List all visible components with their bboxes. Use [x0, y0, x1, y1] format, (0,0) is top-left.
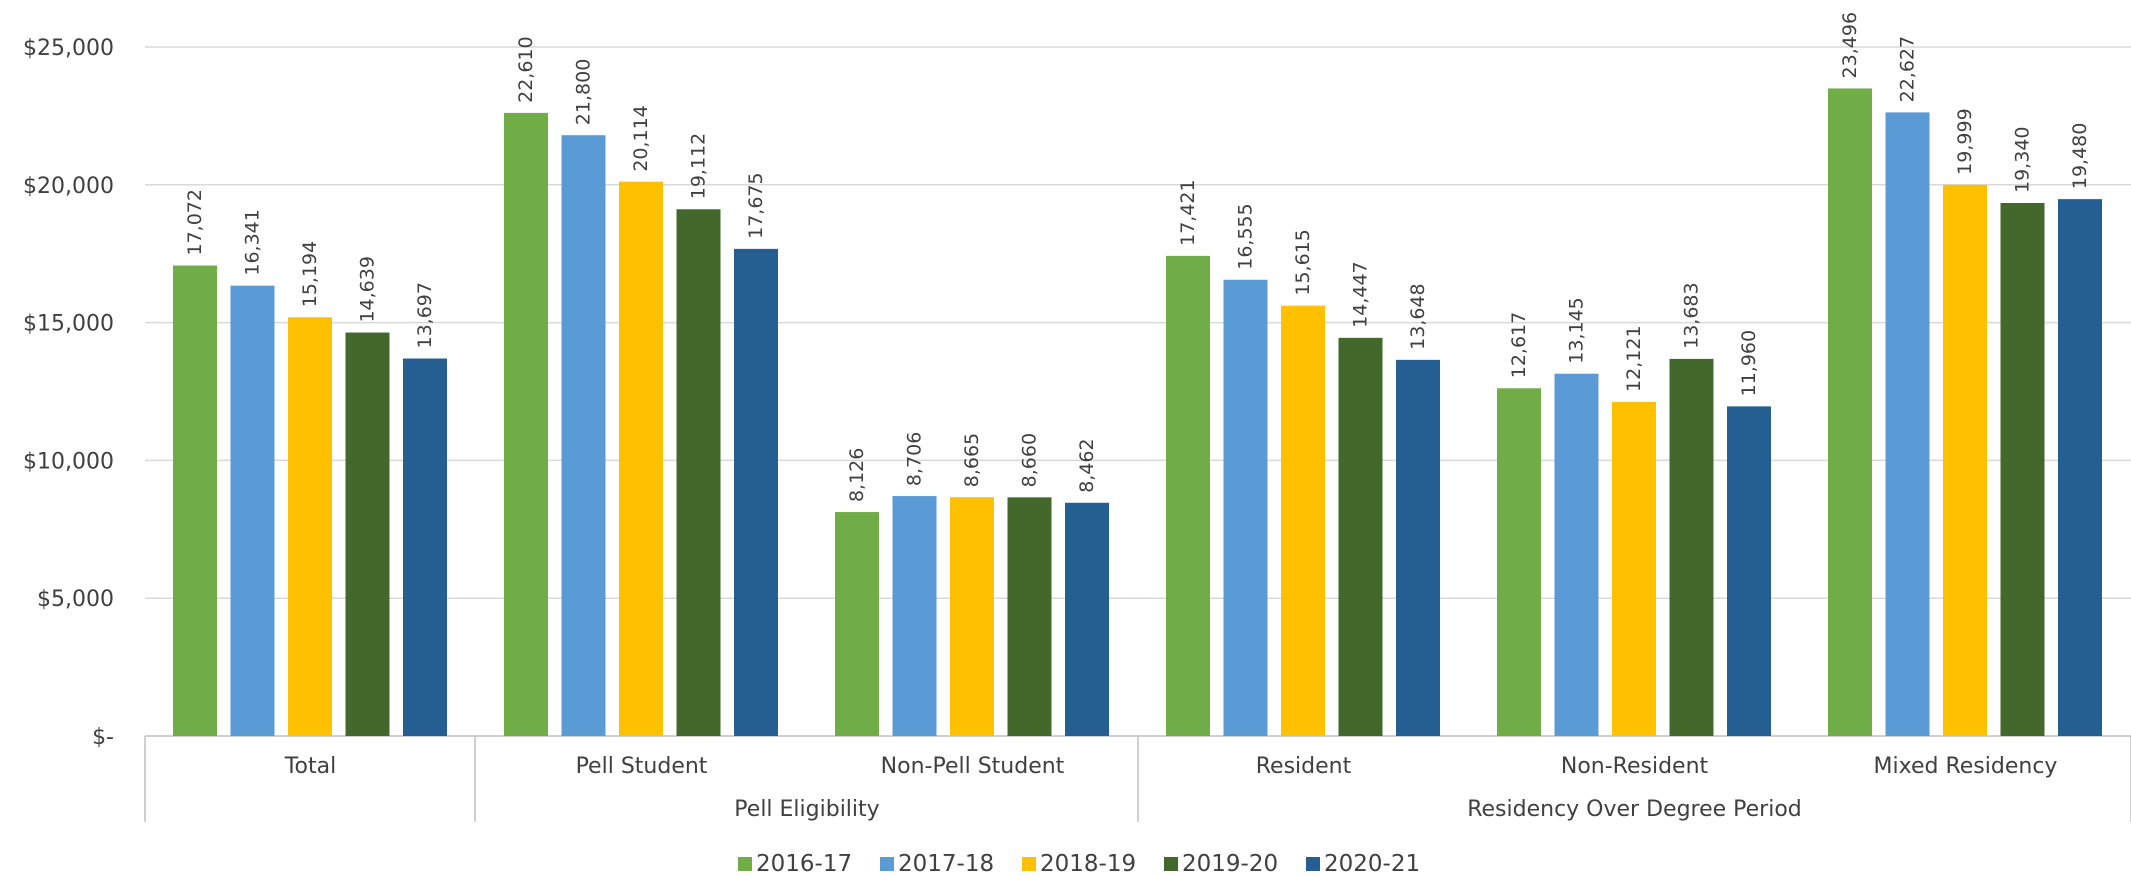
x-group-label: Pell Eligibility: [734, 797, 879, 822]
legend-swatch: [1164, 857, 1178, 871]
data-label: 13,697: [414, 282, 436, 348]
bar-2020-21-pell-student: [734, 248, 778, 736]
legend-label: 2018-19: [1040, 851, 1136, 876]
data-label: 13,683: [1681, 282, 1703, 348]
x-category-label: Mixed Residency: [1874, 754, 2058, 779]
bar-2016-17-resident: [1166, 255, 1210, 736]
legend-label: 2016-17: [756, 851, 852, 876]
data-label: 8,706: [904, 432, 926, 486]
data-label: 23,496: [1839, 12, 1861, 78]
bar-2018-19-non-resident: [1612, 401, 1656, 736]
data-label: 17,675: [745, 172, 767, 238]
legend-swatch: [880, 857, 894, 871]
legend-label: 2019-20: [1182, 851, 1278, 876]
bar-2020-21-total: [403, 358, 447, 736]
data-label: 20,114: [630, 105, 652, 171]
y-tick-label: $5,000: [37, 587, 114, 612]
bar-2016-17-total: [173, 265, 217, 736]
legend-swatch: [1022, 857, 1036, 871]
data-labels: 17,072 22,610 8,126 17,421 12,617 23,496 16,34…: [184, 12, 2091, 502]
y-tick-label: $20,000: [23, 174, 114, 199]
data-label: 14,639: [357, 256, 379, 322]
y-tick-label: $10,000: [23, 449, 114, 474]
bar-2018-19-pell-student: [619, 181, 663, 737]
bar-2016-17-non-resident: [1497, 388, 1541, 736]
bar-2020-21-non-resident: [1727, 406, 1771, 736]
bar-2018-19-resident: [1281, 305, 1325, 736]
bar-2019-20-non-resident: [1669, 358, 1714, 736]
bar-2020-21-resident: [1396, 359, 1440, 736]
legend: 2016-17 2017-18 2018-19 2019-20 2020-21: [738, 851, 1420, 876]
bar-2017-18-mixed-residency: [1885, 112, 1930, 736]
bar-2017-18-total: [230, 285, 275, 736]
bar-2018-19-total: [288, 317, 332, 736]
bar-2019-20-total: [345, 332, 390, 736]
data-label: 13,145: [1566, 297, 1588, 363]
data-label: 8,665: [961, 433, 983, 487]
data-label: 8,462: [1076, 438, 1098, 492]
bar-2016-17-mixed-residency: [1828, 88, 1872, 736]
bar-2019-20-pell-student: [676, 209, 721, 736]
data-label: 17,072: [184, 189, 206, 255]
x-group-label: Residency Over Degree Period: [1467, 797, 1802, 822]
data-label: 12,617: [1508, 312, 1530, 378]
bar-2018-19-non-pell-student: [950, 497, 994, 736]
data-label: 22,627: [1897, 36, 1919, 102]
data-label: 11,960: [1738, 330, 1760, 396]
data-label: 15,615: [1292, 229, 1314, 295]
y-tick-label: $15,000: [23, 312, 114, 337]
legend-label: 2017-18: [898, 851, 994, 876]
axes: $- $5,000 $10,000 $15,000 $20,000 $25,000 Tota…: [23, 36, 2131, 822]
legend-swatch: [1306, 857, 1320, 871]
data-label: 21,800: [573, 59, 595, 125]
bar-2020-21-non-pell-student: [1065, 502, 1109, 736]
bar-2016-17-pell-student: [504, 112, 548, 736]
y-tick-label: $25,000: [23, 36, 114, 61]
data-label: 14,447: [1350, 261, 1372, 327]
bar-2018-19-mixed-residency: [1943, 184, 1987, 736]
data-label: 16,341: [242, 209, 264, 275]
x-category-label: Non-Resident: [1561, 754, 1709, 779]
data-label: 15,194: [299, 241, 321, 307]
data-label: 16,555: [1235, 203, 1257, 269]
bar-2017-18-pell-student: [561, 135, 606, 736]
data-label: 8,660: [1019, 433, 1041, 487]
data-label: 19,480: [2069, 123, 2091, 189]
bars: [173, 88, 2102, 737]
x-category-label: Pell Student: [576, 754, 708, 779]
x-category-label: Non-Pell Student: [881, 754, 1065, 779]
bar-2016-17-non-pell-student: [835, 512, 879, 736]
bar-2017-18-non-pell-student: [892, 496, 937, 736]
bar-2019-20-resident: [1338, 337, 1383, 736]
data-label: 19,340: [2012, 127, 2034, 193]
data-label: 13,648: [1407, 283, 1429, 349]
bar-2017-18-non-resident: [1554, 373, 1599, 736]
bar-2017-18-resident: [1223, 279, 1268, 736]
x-category-label: Total: [284, 754, 336, 779]
data-label: 22,610: [515, 36, 537, 102]
legend-label: 2020-21: [1324, 851, 1420, 876]
y-tick-label: $-: [92, 725, 114, 750]
data-label: 12,121: [1623, 325, 1645, 391]
bar-2019-20-mixed-residency: [2000, 202, 2045, 736]
bar-2019-20-non-pell-student: [1007, 497, 1052, 736]
legend-swatch: [738, 857, 752, 871]
data-label: 8,126: [846, 448, 868, 502]
data-label: 17,421: [1177, 179, 1199, 245]
data-label: 19,112: [688, 133, 710, 199]
data-label: 19,999: [1954, 108, 1976, 174]
gridlines: [145, 46, 2131, 599]
x-category-label: Resident: [1256, 754, 1352, 779]
bar-2020-21-mixed-residency: [2058, 199, 2102, 736]
